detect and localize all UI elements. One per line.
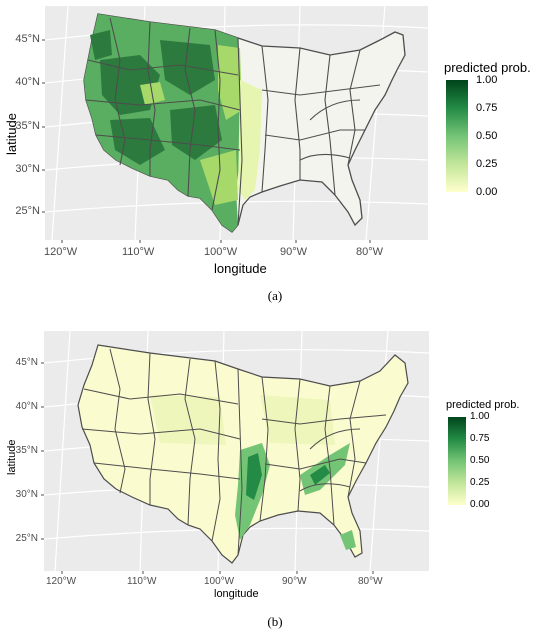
y-axis-title: latitude xyxy=(4,113,19,155)
legend-title: predicted prob. xyxy=(444,60,531,75)
x-axis-title: longitude xyxy=(214,588,259,600)
legend-tick-label: 0.00 xyxy=(476,186,498,198)
x-tick-label: 80°W xyxy=(356,246,384,258)
legend-tick-label: 1.00 xyxy=(470,411,490,422)
y-tick-label: 25°N xyxy=(15,533,38,544)
x-tick-label: 110°W xyxy=(127,576,157,587)
legend-tick-label: 0.75 xyxy=(476,102,498,114)
y-axis-title: latitude xyxy=(6,439,18,475)
legend-colorbar xyxy=(446,80,468,192)
legend-colorbar xyxy=(448,417,466,505)
y-tick-label: 35°N xyxy=(15,445,38,456)
legend-tick-label: 1.00 xyxy=(476,74,498,86)
map-panel-b: 45°N 40°N 35°N 30°N 25°N 120°W 110°W 100… xyxy=(0,325,550,633)
y-tick-label: 40°N xyxy=(15,401,38,412)
ecoregion-boundaries xyxy=(85,17,381,226)
y-tick-label: 25°N xyxy=(15,205,40,217)
legend-tick-label: 0.50 xyxy=(470,455,490,466)
probability-surface-east-edge xyxy=(238,80,262,200)
axis-ticks xyxy=(42,39,371,243)
x-tick-label: 120°W xyxy=(46,576,77,587)
x-tick-label: 90°W xyxy=(280,246,308,258)
x-tick-label: 100°W xyxy=(204,246,238,258)
x-axis-title: longitude xyxy=(214,261,267,276)
y-tick-label: 40°N xyxy=(15,76,40,88)
x-tick-label: 100°W xyxy=(204,576,235,587)
map-plot-a xyxy=(42,5,429,243)
legend-tick-label: 0.25 xyxy=(476,158,498,170)
probability-high-patches xyxy=(246,453,330,500)
probability-low-patches xyxy=(150,395,335,445)
legend-tick-label: 0.25 xyxy=(470,477,490,488)
x-tick-label: 120°W xyxy=(44,246,78,258)
ecoregion-boundaries xyxy=(81,348,387,556)
x-tick-label: 80°W xyxy=(358,576,383,587)
legend-tick-label: 0.75 xyxy=(470,433,490,444)
y-tick-label: 30°N xyxy=(15,489,38,500)
panel-caption: (b) xyxy=(267,614,283,629)
legend-title: predicted prob. xyxy=(446,399,520,411)
x-tick-label: 90°W xyxy=(282,576,307,587)
map-plot-b xyxy=(41,330,430,574)
y-tick-label: 45°N xyxy=(15,357,38,368)
legend-tick-label: 0.50 xyxy=(476,130,498,142)
axis-ticks xyxy=(41,362,374,574)
x-tick-label: 110°W xyxy=(122,246,155,258)
panel-caption: (a) xyxy=(267,288,283,303)
legend-tick-label: 0.00 xyxy=(470,499,490,510)
y-tick-label: 35°N xyxy=(15,120,40,132)
map-panel-a: 45°N 40°N 35°N 30°N 25°N 120°W 110°W 100… xyxy=(0,0,550,305)
y-tick-label: 30°N xyxy=(15,163,40,175)
y-tick-label: 45°N xyxy=(15,33,40,45)
